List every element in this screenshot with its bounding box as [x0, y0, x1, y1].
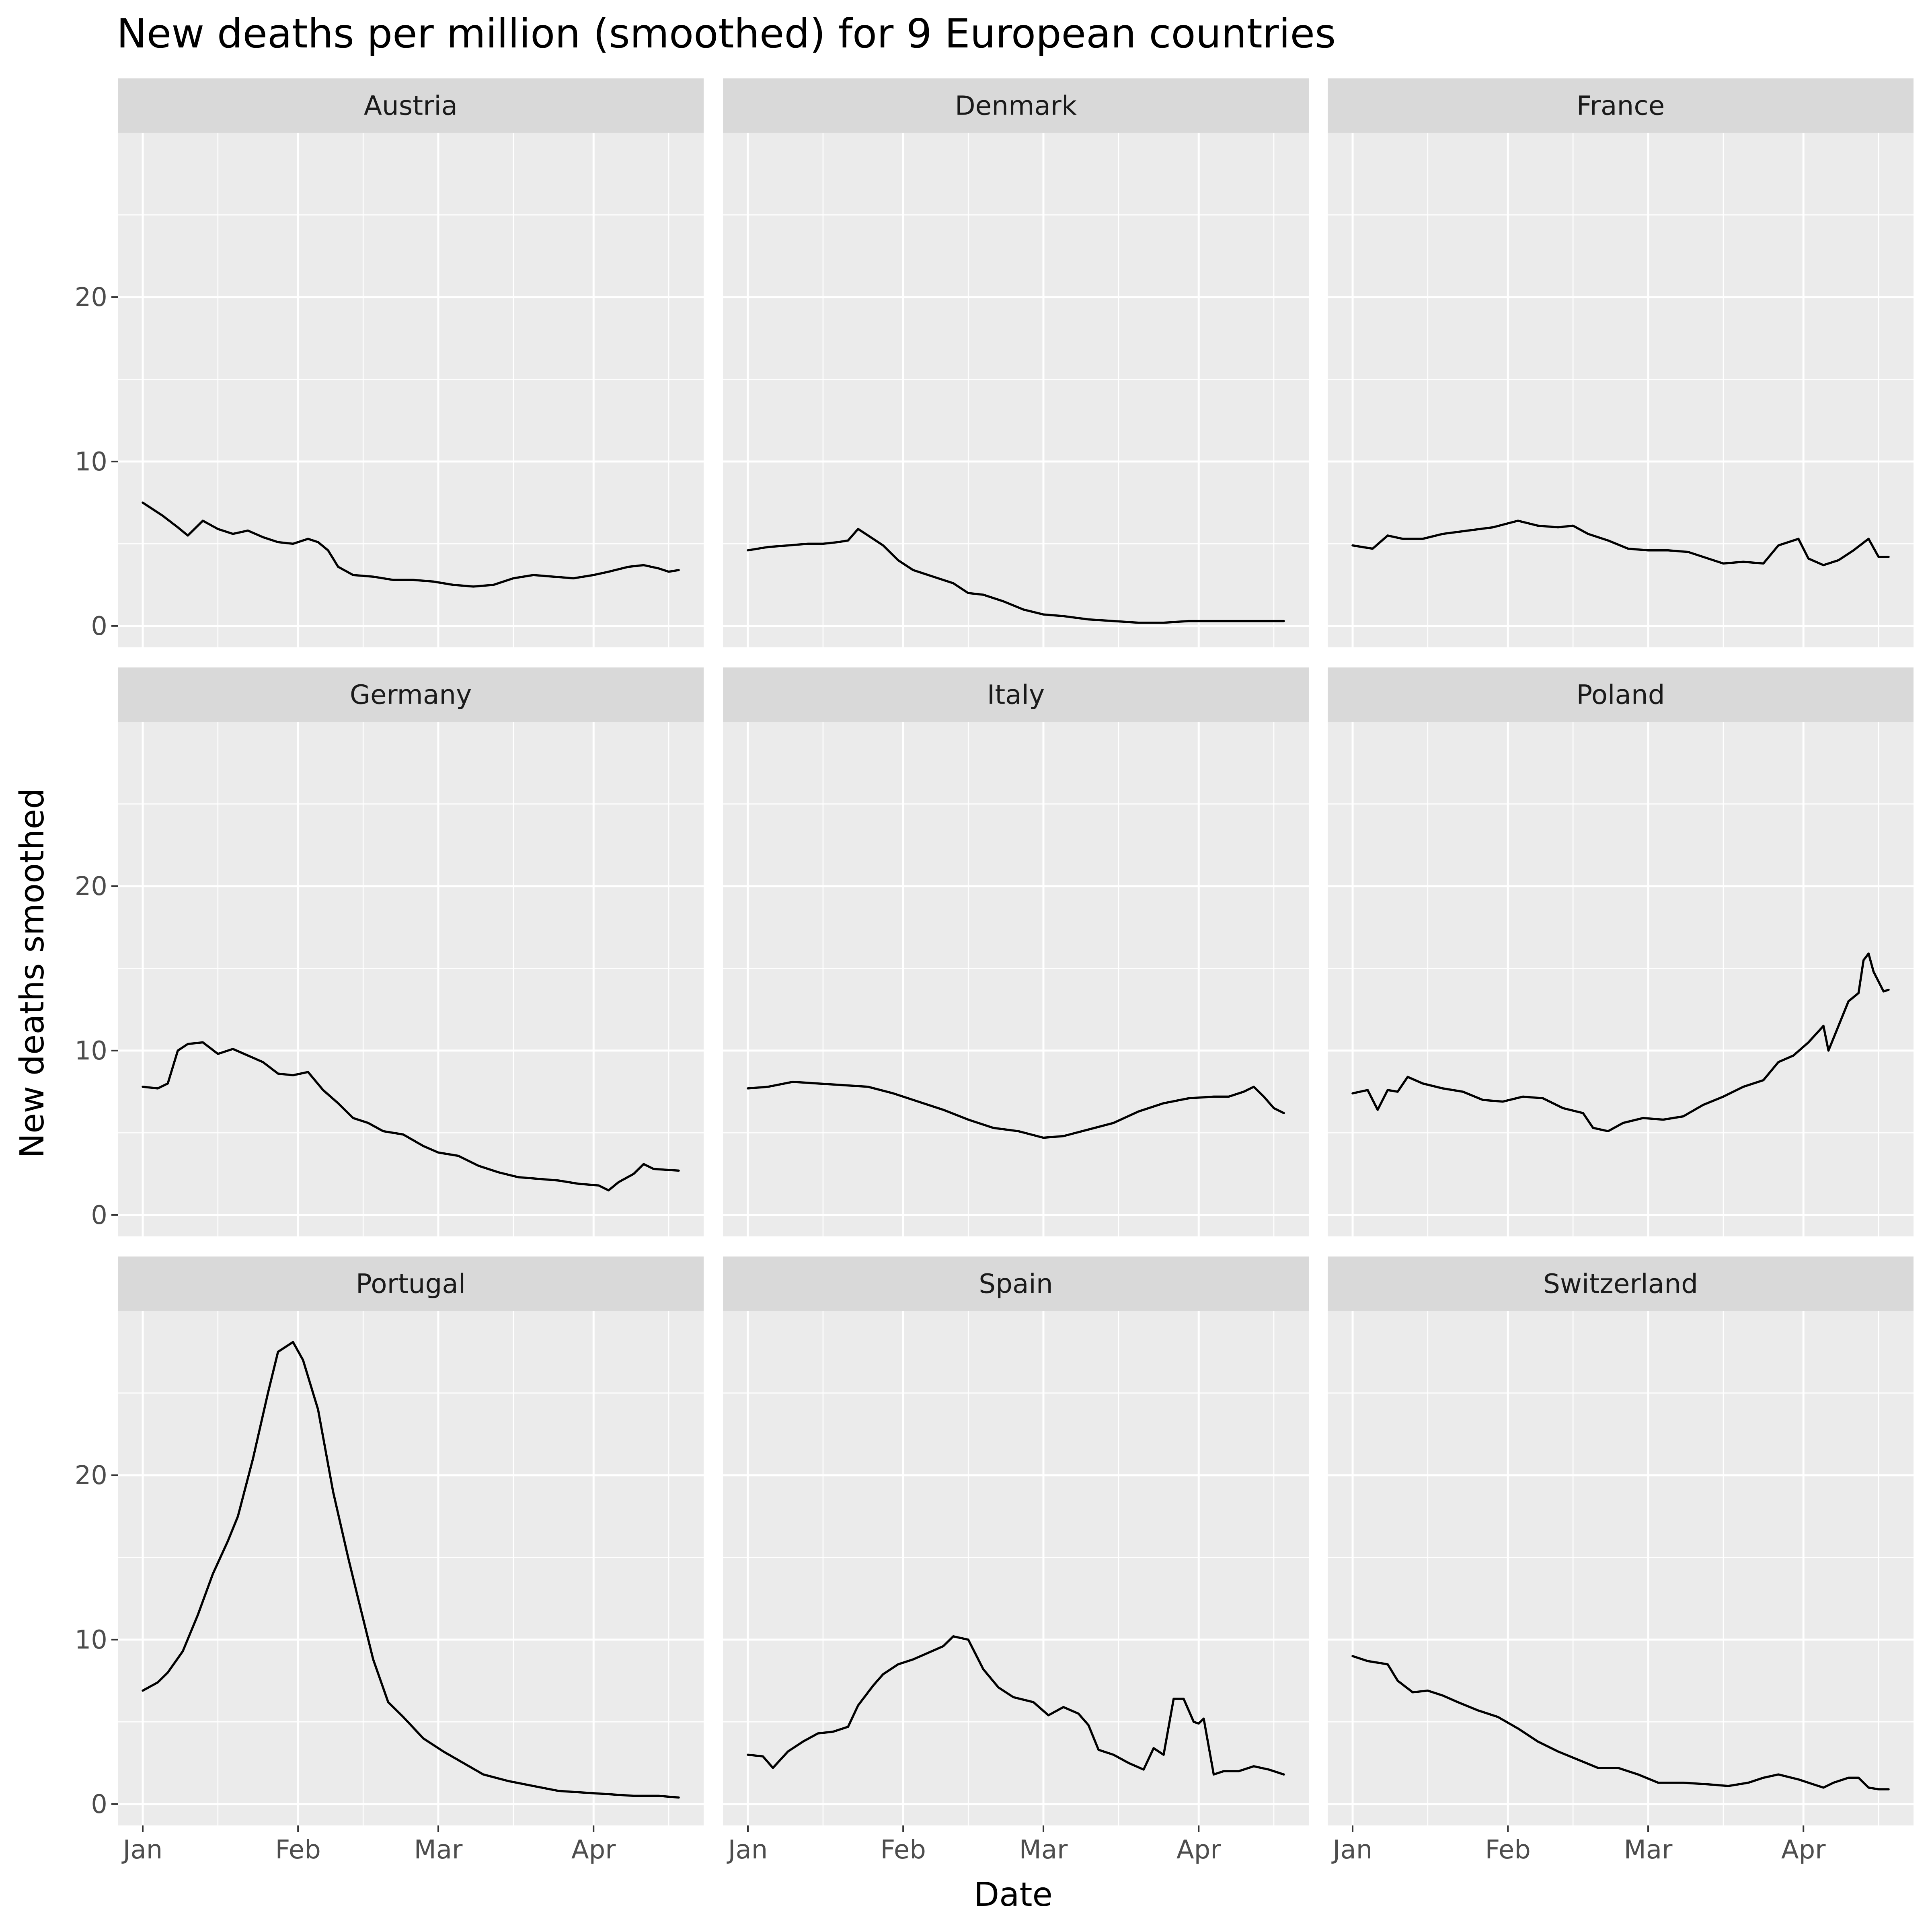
- y-tick-label: 10: [75, 1036, 107, 1066]
- x-tick-label: Apr: [571, 1835, 616, 1865]
- facet-strip: [723, 667, 1309, 722]
- series-line-switzerland: [1351, 1655, 1890, 1790]
- facet-strip-label: France: [1577, 90, 1665, 121]
- plot-panel: [118, 722, 704, 1236]
- facet-strip: [1328, 1257, 1914, 1311]
- facet-france: France: [1328, 78, 1914, 647]
- chart-title: New deaths per million (smoothed) for 9 …: [117, 10, 1336, 57]
- facet-strip-label: Italy: [987, 680, 1045, 710]
- facet-strip-label: Spain: [979, 1269, 1053, 1300]
- x-axis-title: Date: [974, 1876, 1053, 1914]
- series-line-austria: [142, 501, 680, 588]
- x-tick-label: Mar: [1019, 1835, 1068, 1865]
- facet-strip: [723, 1257, 1309, 1311]
- series-line-italy: [747, 1080, 1285, 1139]
- facets: Austria 0 10 20 Denmark France Germany 0 10 20 Ita…: [75, 78, 1914, 1865]
- x-tick-label: Apr: [1176, 1835, 1221, 1865]
- facet-switzerland: Switzerland Jan Feb Mar Apr: [1328, 1257, 1914, 1865]
- facet-strip: [1328, 78, 1914, 133]
- x-tick-label: Feb: [881, 1835, 926, 1865]
- facet-strip: [723, 78, 1309, 133]
- plot-panel: [118, 1311, 704, 1825]
- facet-strip: [118, 667, 704, 722]
- series-line-germany: [142, 1041, 680, 1192]
- facet-germany: Germany 0 10 20: [75, 667, 704, 1236]
- facet-spain: Spain Jan Feb Mar Apr: [723, 1257, 1309, 1865]
- y-tick-label: 20: [75, 283, 107, 312]
- plot-panel: [723, 1311, 1309, 1825]
- y-tick-label: 0: [91, 612, 107, 641]
- series-line-denmark: [747, 528, 1285, 624]
- plot-panel: [723, 722, 1309, 1236]
- y-tick-label: 0: [91, 1201, 107, 1230]
- facet-strip-label: Austria: [364, 90, 458, 121]
- plot-panel: [723, 133, 1309, 647]
- x-tick-label: Jan: [121, 1835, 163, 1865]
- facet-denmark: Denmark: [723, 78, 1309, 647]
- facet-poland: Poland: [1328, 667, 1914, 1236]
- facet-strip: [1328, 667, 1914, 722]
- x-tick-label: Mar: [1624, 1835, 1673, 1865]
- plot-panel: [118, 133, 704, 647]
- x-tick-label: Jan: [1331, 1835, 1373, 1865]
- facet-strip-label: Germany: [350, 680, 472, 710]
- x-tick-label: Feb: [1485, 1835, 1531, 1865]
- facet-strip: [118, 1257, 704, 1311]
- facet-strip-label: Portugal: [356, 1269, 466, 1300]
- series-line-spain: [747, 1635, 1285, 1776]
- x-tick-label: Feb: [275, 1835, 321, 1865]
- plot-panel: [1328, 133, 1914, 647]
- y-tick-label: 20: [75, 1461, 107, 1491]
- x-tick-label: Mar: [414, 1835, 463, 1865]
- y-tick-label: 20: [75, 872, 107, 901]
- facet-strip-label: Switzerland: [1543, 1269, 1698, 1300]
- y-tick-label: 10: [75, 447, 107, 477]
- x-tick-label: Jan: [727, 1835, 768, 1865]
- facet-austria: Austria 0 10 20: [75, 78, 704, 647]
- facet-italy: Italy: [723, 667, 1309, 1236]
- facet-portugal: Portugal 0 10 20 Jan Feb Mar Apr: [75, 1257, 704, 1865]
- facet-strip: [118, 78, 704, 133]
- plot-panel: [1328, 722, 1914, 1236]
- y-axis-title: New deaths smoothed: [13, 788, 51, 1158]
- series-line-poland: [1351, 952, 1890, 1133]
- series-line-france: [1351, 519, 1890, 567]
- facet-strip-label: Denmark: [955, 90, 1077, 121]
- facet-strip-label: Poland: [1576, 680, 1665, 710]
- y-tick-label: 0: [91, 1790, 107, 1819]
- plot-panel: [1328, 1311, 1914, 1825]
- x-tick-label: Apr: [1781, 1835, 1826, 1865]
- series-line-portugal: [142, 1341, 680, 1799]
- y-tick-label: 10: [75, 1625, 107, 1655]
